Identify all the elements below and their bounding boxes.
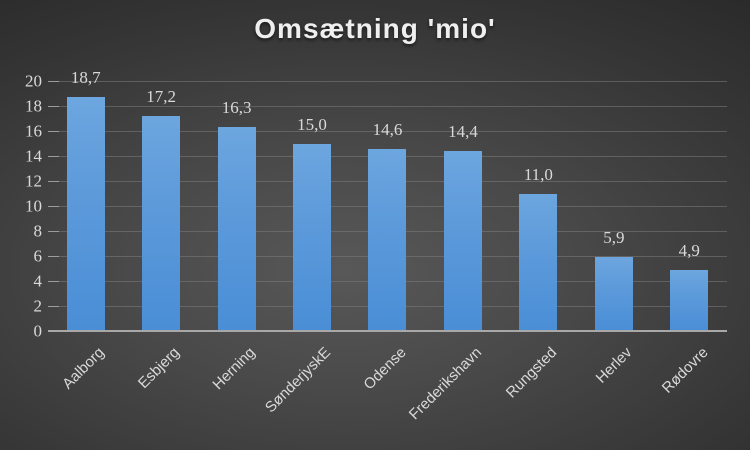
x-axis-label: Herning	[209, 344, 259, 394]
bar-slot: 11,0	[501, 81, 576, 331]
y-tick	[48, 80, 59, 82]
y-axis-label: 2	[33, 296, 43, 316]
bar-herlev	[594, 257, 633, 331]
bar-slot: 5,9	[576, 81, 651, 331]
bar-rungsted	[519, 193, 558, 331]
bar-value-label: 4,9	[678, 240, 700, 260]
bar-slot: 16,3	[199, 81, 274, 331]
y-tick	[48, 305, 59, 307]
y-axis-label: 10	[25, 196, 42, 216]
bar-slot: 14,6	[350, 81, 425, 331]
x-slot: Herning	[199, 338, 274, 443]
y-axis-label: 6	[33, 246, 43, 266]
y-tick	[48, 130, 59, 132]
bar-value-label: 14,6	[372, 119, 403, 139]
x-axis-label: Odense	[360, 344, 410, 394]
y-tick	[48, 180, 59, 182]
bar-slot: 15,0	[274, 81, 349, 331]
gridline	[48, 130, 727, 132]
plot-area: 18,7 17,2 16,3 15,0 14,6 14,4 11,0 5,9 4,9	[48, 68, 727, 332]
bar-slot: 14,4	[425, 81, 500, 331]
bar-slot: 18,7	[48, 68, 123, 331]
bar-odense	[368, 148, 407, 331]
y-tick	[48, 205, 59, 207]
x-slot: Odense	[350, 338, 425, 443]
bar-value-label: 16,3	[221, 98, 252, 118]
x-axis-label: Herlev	[593, 344, 636, 387]
y-tick	[48, 230, 59, 232]
bar-esbjerg	[142, 116, 181, 331]
x-axis-label: Esbjerg	[135, 344, 184, 392]
x-axis-line	[48, 330, 727, 332]
y-axis-label: 16	[25, 121, 42, 141]
y-axis-label: 0	[33, 321, 43, 341]
y-axis-label: 14	[25, 146, 42, 166]
x-slot: Herlev	[576, 338, 651, 443]
y-axis-label: 18	[25, 96, 42, 116]
y-tick	[48, 155, 59, 157]
bar-value-label: 14,4	[448, 122, 478, 141]
x-slot: Rungsted	[501, 338, 576, 443]
x-axis-label: Rødovre	[658, 344, 712, 397]
y-axis-label: 20	[25, 71, 42, 91]
bar-value-label: 18,7	[70, 68, 101, 88]
bar-sønderjyske	[293, 143, 332, 331]
y-tick	[48, 280, 59, 282]
bar-value-label: 15,0	[297, 114, 327, 134]
x-axis-label: Rungsted	[502, 344, 561, 402]
chart-title: Omsætning 'mio'	[254, 13, 496, 44]
bar-rødovre	[670, 269, 709, 331]
y-axis-label: 8	[33, 221, 43, 241]
bar-herning	[217, 127, 256, 331]
gridline	[48, 105, 727, 107]
x-slot: Frederikshavn	[406, 338, 500, 443]
bar-aalborg	[66, 97, 105, 331]
bar-slot: 17,2	[123, 81, 198, 331]
x-slot: Aalborg	[48, 338, 123, 443]
y-axis-label: 4	[33, 271, 43, 291]
bar-value-label: 11,0	[523, 164, 553, 184]
bar-frederikshavn	[443, 151, 482, 331]
bar-value-label: 5,9	[603, 228, 625, 248]
bar-slot: 4,9	[652, 81, 727, 331]
y-axis-label: 12	[25, 171, 42, 191]
x-slot: Esbjerg	[123, 338, 198, 443]
x-axis-label: Aalborg	[59, 344, 108, 393]
x-axis: Aalborg Esbjerg Herning SønderjyskE Odense Fr…	[48, 338, 727, 443]
y-tick	[48, 105, 59, 107]
y-tick	[48, 255, 59, 257]
x-slot: Rødovre	[652, 338, 727, 443]
y-axis: 0 2 4 6 8 10 12 14 16 18 20	[0, 73, 43, 340]
x-slot: SønderjyskE	[262, 338, 349, 443]
gridline	[48, 80, 727, 82]
bar-value-label: 17,2	[146, 87, 177, 106]
